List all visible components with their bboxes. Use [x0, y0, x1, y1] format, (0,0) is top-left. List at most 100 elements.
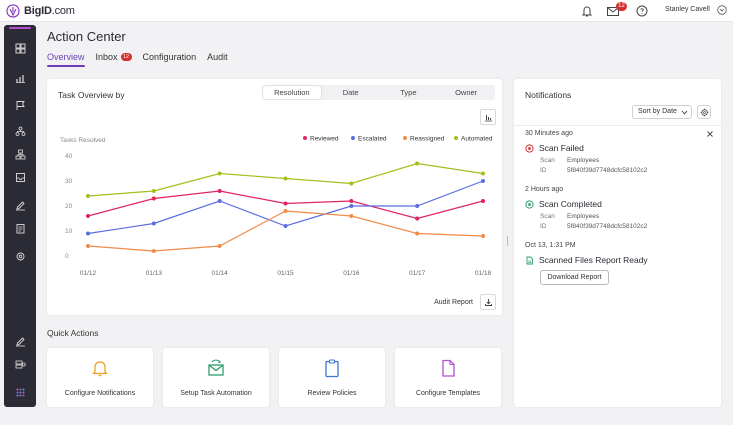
download-icon: [484, 298, 492, 306]
data-point: [481, 234, 485, 238]
quick-action-review-policies[interactable]: Review Policies: [279, 348, 385, 407]
sidebar-item-analytics[interactable]: [4, 68, 36, 86]
scan-failed-icon: [525, 143, 534, 153]
group-by-date[interactable]: Date: [342, 88, 359, 97]
notification-report-ready[interactable]: Scanned Files Report Ready: [525, 255, 648, 265]
legend-marker: [403, 136, 407, 140]
data-point: [349, 204, 354, 208]
help-icon[interactable]: [635, 4, 649, 18]
sidebar-item-dashboard[interactable]: [4, 39, 36, 57]
x-tick-label: 01/16: [343, 270, 360, 277]
clipboard-list-icon: [16, 223, 24, 233]
y-tick-label: 10: [65, 228, 73, 235]
quick-action-label: Configure Templates: [415, 390, 481, 397]
data-point: [283, 176, 288, 181]
quick-action-configure-templates[interactable]: Configure Templates: [395, 348, 501, 407]
user-name[interactable]: Stanley Cavell: [665, 6, 710, 13]
data-point: [217, 244, 222, 248]
x-tick-label: 01/15: [277, 270, 294, 277]
data-point: [481, 179, 485, 183]
x-tick-label: 01/18: [475, 270, 492, 277]
bell-icon: [91, 361, 109, 377]
sidebar: [4, 25, 36, 407]
data-point: [283, 224, 288, 228]
sidebar-item-tools[interactable]: [4, 332, 36, 350]
data-point: [217, 171, 222, 176]
group-by-owner[interactable]: Owner: [455, 88, 478, 97]
sidebar-item-settings[interactable]: [4, 247, 36, 265]
notification-scan-failed[interactable]: Scan Failed: [525, 143, 584, 153]
report-file-icon: [526, 256, 533, 264]
sort-by-select[interactable]: Sort by Date: [632, 105, 692, 119]
data-point: [86, 244, 90, 248]
sort-by-value: Sort by Date: [638, 108, 677, 115]
notification-scan-completed[interactable]: Scan Completed: [525, 199, 602, 209]
notification-id-row: ID 5f840f39d7748dcfc58102c2: [540, 167, 648, 174]
data-point: [415, 204, 420, 208]
audit-report-download-button[interactable]: [480, 294, 496, 310]
sitemap-icon: [15, 149, 25, 159]
tab-inbox[interactable]: Inbox 12: [96, 52, 132, 67]
legend-marker: [351, 136, 355, 140]
download-report-button[interactable]: Download Report: [540, 270, 609, 285]
y-axis-label: Tasks Resolved: [60, 137, 106, 144]
gear-icon: [700, 108, 708, 116]
sidebar-item-reports[interactable]: [4, 219, 36, 237]
tab-audit[interactable]: Audit: [207, 52, 228, 67]
y-tick-label: 30: [65, 178, 73, 185]
inbox-badge: 12: [120, 53, 132, 61]
sidebar-item-catalog[interactable]: [4, 122, 36, 140]
tab-audit-label: Audit: [207, 52, 228, 62]
data-point: [283, 201, 288, 206]
y-tick-label: 20: [65, 203, 73, 210]
data-point: [481, 199, 485, 203]
user-menu-chevron-icon[interactable]: [717, 5, 727, 15]
quick-action-setup-task-automation[interactable]: Setup Task Automation: [163, 348, 269, 407]
sidebar-item-inventory[interactable]: [4, 168, 36, 186]
bar-chart-icon: [15, 74, 25, 83]
legend-label: Escalated: [358, 136, 387, 143]
mail-badge: 12: [616, 2, 627, 11]
group-by-type[interactable]: Type: [400, 88, 417, 97]
data-point: [86, 231, 90, 236]
notifications-collapse-handle[interactable]: [507, 236, 512, 246]
sidebar-item-admin[interactable]: [4, 355, 36, 373]
hierarchy-icon: [15, 126, 25, 136]
notification-title: Scan Failed: [539, 143, 584, 153]
tab-configuration[interactable]: Configuration: [143, 52, 197, 67]
data-point: [86, 214, 90, 218]
data-point: [415, 231, 420, 236]
sidebar-item-apps[interactable]: [4, 383, 36, 401]
tab-overview[interactable]: Overview: [47, 52, 85, 67]
notification-title: Scanned Files Report Ready: [539, 255, 648, 265]
sidebar-item-flags[interactable]: [4, 96, 36, 114]
task-overview-card: Task Overview by Resolution Date Type Ow…: [47, 79, 502, 315]
data-point: [151, 221, 156, 226]
task-resolution-chart: Tasks Resolved 0 10 20 30 40 01/12 01/13 01/14 01…: [60, 136, 493, 278]
notification-settings-button[interactable]: [697, 105, 711, 119]
bar-chart-icon: [484, 114, 492, 121]
quick-action-configure-notifications[interactable]: Configure Notifications: [47, 348, 153, 407]
legend-label: Automated: [461, 136, 493, 143]
tab-overview-label: Overview: [47, 52, 85, 62]
sidebar-item-remediation[interactable]: [4, 196, 36, 214]
clipboard-icon: [325, 359, 339, 378]
group-by-resolution[interactable]: Resolution: [263, 86, 321, 99]
audit-report-label: Audit Report: [434, 299, 473, 306]
notification-time: 2 Hours ago: [525, 186, 564, 193]
page-title: Action Center: [47, 29, 126, 44]
logo[interactable]: BigID.com: [5, 3, 75, 19]
x-tick-label: 01/13: [146, 270, 163, 277]
notification-scan-row: Scan Employees: [540, 213, 600, 220]
data-point: [415, 161, 420, 166]
bell-icon[interactable]: [580, 4, 594, 18]
server-settings-icon: [15, 360, 26, 368]
close-icon[interactable]: [706, 130, 714, 138]
chart-type-button[interactable]: [480, 109, 496, 125]
data-point: [283, 209, 288, 213]
sidebar-item-data-sources[interactable]: [4, 145, 36, 163]
data-point: [151, 189, 156, 193]
chevron-down-icon: [681, 110, 688, 115]
legend-marker: [454, 136, 458, 140]
legend-label: Reviewed: [310, 136, 339, 143]
